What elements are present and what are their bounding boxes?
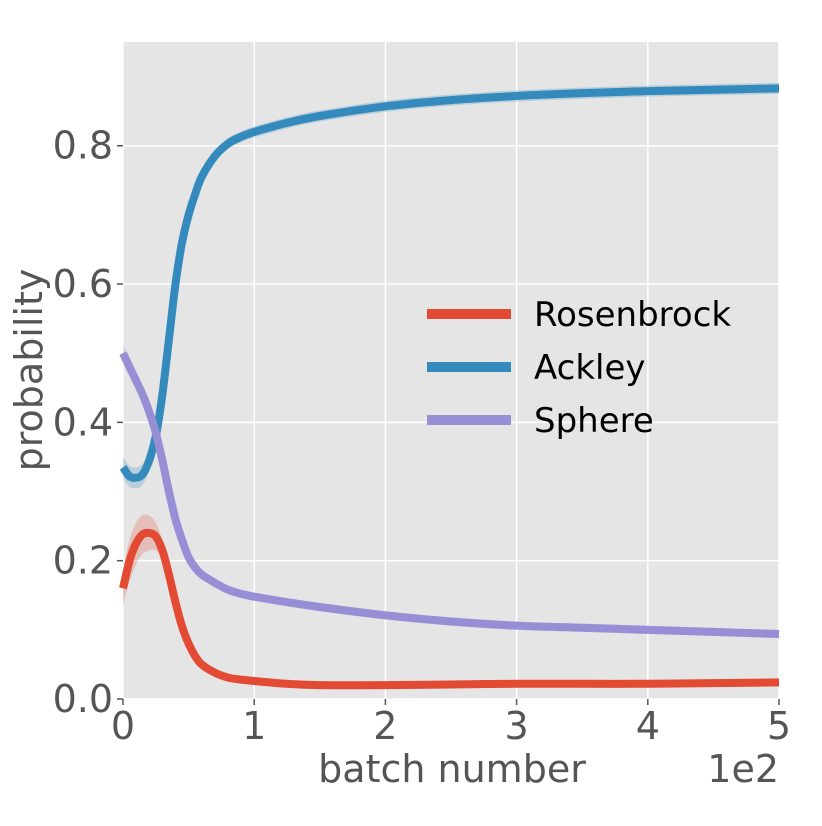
legend-label-rosenbrock: Rosenbrock: [534, 295, 731, 335]
x-axis-ticks: 0 1 2 3 4 5: [111, 699, 791, 748]
y-tick-label-1: 0.2: [53, 539, 113, 583]
y-axis-label: probability: [7, 269, 51, 472]
y-tick-label-3: 0.6: [53, 262, 113, 306]
series-line-rosenbrock: [119, 528, 780, 690]
grid-lines: [122, 42, 780, 700]
x-axis-label: batch number: [318, 747, 586, 791]
x-tick-label-2: 2: [373, 704, 397, 748]
x-tick-label-5: 5: [767, 704, 791, 748]
legend: Rosenbrock Ackley Sphere: [427, 295, 731, 441]
series-line-sphere: [119, 351, 780, 638]
y-tick-label-4: 0.8: [53, 124, 113, 168]
x-tick-label-1: 1: [242, 704, 266, 748]
x-tick-label-4: 4: [636, 704, 660, 748]
legend-label-sphere: Sphere: [534, 401, 654, 441]
x-tick-label-0: 0: [111, 704, 135, 748]
y-tick-label-2: 0.4: [53, 400, 113, 444]
series-lines: [119, 84, 780, 690]
legend-label-ackley: Ackley: [534, 348, 646, 388]
y-axis-ticks: 0.0 0.2 0.4 0.6 0.8: [53, 124, 123, 721]
x-tick-label-3: 3: [505, 704, 529, 748]
series-line-ackley: [119, 84, 780, 482]
y-tick-label-0: 0.0: [53, 677, 113, 721]
x-axis-scale-label: 1e2: [707, 747, 779, 791]
